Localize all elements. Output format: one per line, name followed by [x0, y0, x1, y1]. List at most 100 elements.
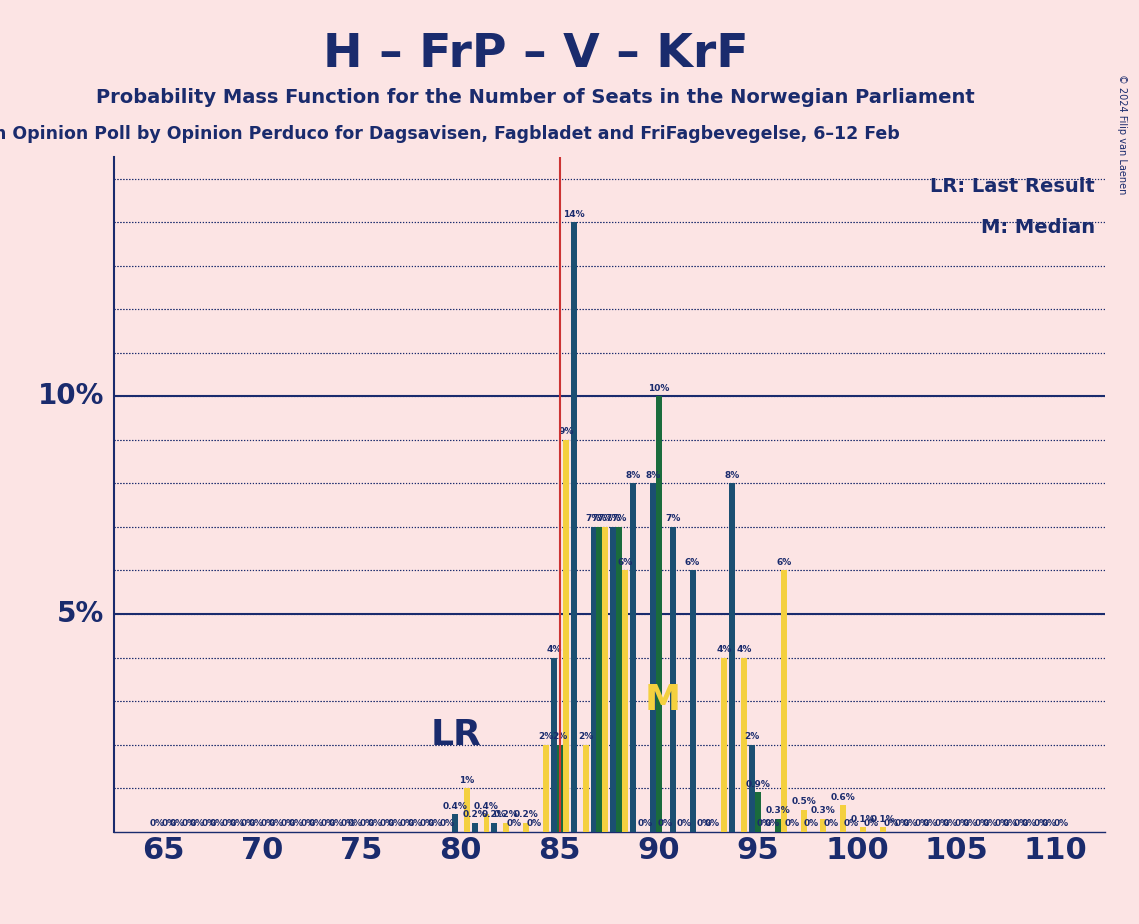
Text: 0%: 0% — [162, 819, 177, 828]
Text: 0%: 0% — [935, 819, 950, 828]
Text: 0%: 0% — [784, 819, 800, 828]
Text: 0.2%: 0.2% — [494, 810, 518, 820]
Bar — [860, 827, 866, 832]
Text: LR: LR — [431, 718, 482, 751]
Text: 0%: 0% — [309, 819, 323, 828]
Text: 10%: 10% — [38, 383, 104, 410]
Text: 0%: 0% — [261, 819, 276, 828]
Text: 0%: 0% — [863, 819, 878, 828]
Text: M: Median: M: Median — [981, 218, 1095, 237]
Text: 7%: 7% — [665, 515, 680, 524]
Text: 0%: 0% — [974, 819, 990, 828]
Text: 4%: 4% — [716, 645, 732, 654]
Bar — [775, 819, 781, 832]
Text: 0%: 0% — [764, 819, 779, 828]
Text: 0.3%: 0.3% — [765, 806, 790, 815]
Bar — [656, 396, 662, 832]
Bar — [689, 570, 696, 832]
Text: 0%: 0% — [756, 819, 771, 828]
Text: 0%: 0% — [1054, 819, 1068, 828]
Text: 0%: 0% — [387, 819, 403, 828]
Bar — [611, 527, 616, 832]
Text: 0%: 0% — [328, 819, 344, 828]
Bar — [880, 827, 886, 832]
Text: 1%: 1% — [459, 775, 474, 784]
Text: 0%: 0% — [269, 819, 284, 828]
Text: © 2024 Filip van Laenen: © 2024 Filip van Laenen — [1117, 74, 1126, 194]
Text: 0%: 0% — [241, 819, 256, 828]
Bar — [820, 819, 827, 832]
Text: 7%: 7% — [606, 515, 621, 524]
Text: 6%: 6% — [685, 558, 700, 567]
Text: 8%: 8% — [724, 471, 740, 480]
Text: 0%: 0% — [1022, 819, 1038, 828]
Bar — [721, 658, 728, 832]
Text: 0%: 0% — [408, 819, 423, 828]
Bar — [472, 823, 477, 832]
Text: LR: Last Result: LR: Last Result — [931, 177, 1095, 196]
Bar — [841, 806, 846, 832]
Bar — [781, 570, 787, 832]
Bar — [583, 745, 589, 832]
Text: 0%: 0% — [280, 819, 296, 828]
Bar — [571, 223, 576, 832]
Text: 8%: 8% — [625, 471, 641, 480]
Text: 0%: 0% — [221, 819, 237, 828]
Text: 0.6%: 0.6% — [830, 793, 855, 802]
Text: 0.4%: 0.4% — [442, 802, 467, 810]
Bar — [597, 527, 603, 832]
Text: 0%: 0% — [903, 819, 918, 828]
Text: 0%: 0% — [823, 819, 839, 828]
Bar — [557, 745, 563, 832]
Text: n Opinion Poll by Opinion Perduco for Dagsavisen, Fagbladet and FriFagbevegelse,: n Opinion Poll by Opinion Perduco for Da… — [0, 125, 900, 142]
Text: 4%: 4% — [547, 645, 562, 654]
Text: 2%: 2% — [745, 732, 760, 741]
Text: 0.2%: 0.2% — [514, 810, 539, 820]
Text: 0%: 0% — [943, 819, 958, 828]
Bar — [670, 527, 675, 832]
Bar — [543, 745, 549, 832]
Text: 0%: 0% — [189, 819, 205, 828]
Text: 0%: 0% — [657, 819, 672, 828]
Text: 0%: 0% — [320, 819, 336, 828]
Text: 0%: 0% — [1014, 819, 1030, 828]
Text: 0%: 0% — [368, 819, 383, 828]
Text: Probability Mass Function for the Number of Seats in the Norwegian Parliament: Probability Mass Function for the Number… — [96, 88, 975, 107]
Text: H – FrP – V – KrF: H – FrP – V – KrF — [322, 32, 748, 78]
Text: 0.1%: 0.1% — [851, 815, 876, 824]
Text: 0%: 0% — [379, 819, 395, 828]
Bar — [503, 823, 509, 832]
Text: 0%: 0% — [210, 819, 224, 828]
Text: 5%: 5% — [57, 600, 104, 628]
Bar — [729, 483, 735, 832]
Text: 0%: 0% — [982, 819, 998, 828]
Bar — [650, 483, 656, 832]
Text: 0%: 0% — [349, 819, 363, 828]
Bar — [630, 483, 636, 832]
Text: 0%: 0% — [360, 819, 375, 828]
Text: 0%: 0% — [229, 819, 245, 828]
Text: 0%: 0% — [288, 819, 304, 828]
Text: M: M — [645, 683, 681, 717]
Text: 7%: 7% — [598, 515, 613, 524]
Text: 2%: 2% — [539, 732, 554, 741]
Text: 2%: 2% — [577, 732, 593, 741]
Bar — [749, 745, 755, 832]
Text: 4%: 4% — [737, 645, 752, 654]
Text: 14%: 14% — [563, 210, 584, 219]
Text: 10%: 10% — [648, 384, 670, 393]
Bar — [452, 814, 458, 832]
Text: 0%: 0% — [923, 819, 939, 828]
Bar — [755, 793, 761, 832]
Text: 7%: 7% — [592, 515, 607, 524]
Bar — [603, 527, 608, 832]
Bar — [484, 814, 490, 832]
Text: 8%: 8% — [646, 471, 661, 480]
Bar — [741, 658, 747, 832]
Text: 0.3%: 0.3% — [811, 806, 836, 815]
Text: 0%: 0% — [341, 819, 355, 828]
Bar — [801, 809, 806, 832]
Text: 0%: 0% — [526, 819, 542, 828]
Bar — [464, 788, 469, 832]
Text: 6%: 6% — [617, 558, 633, 567]
